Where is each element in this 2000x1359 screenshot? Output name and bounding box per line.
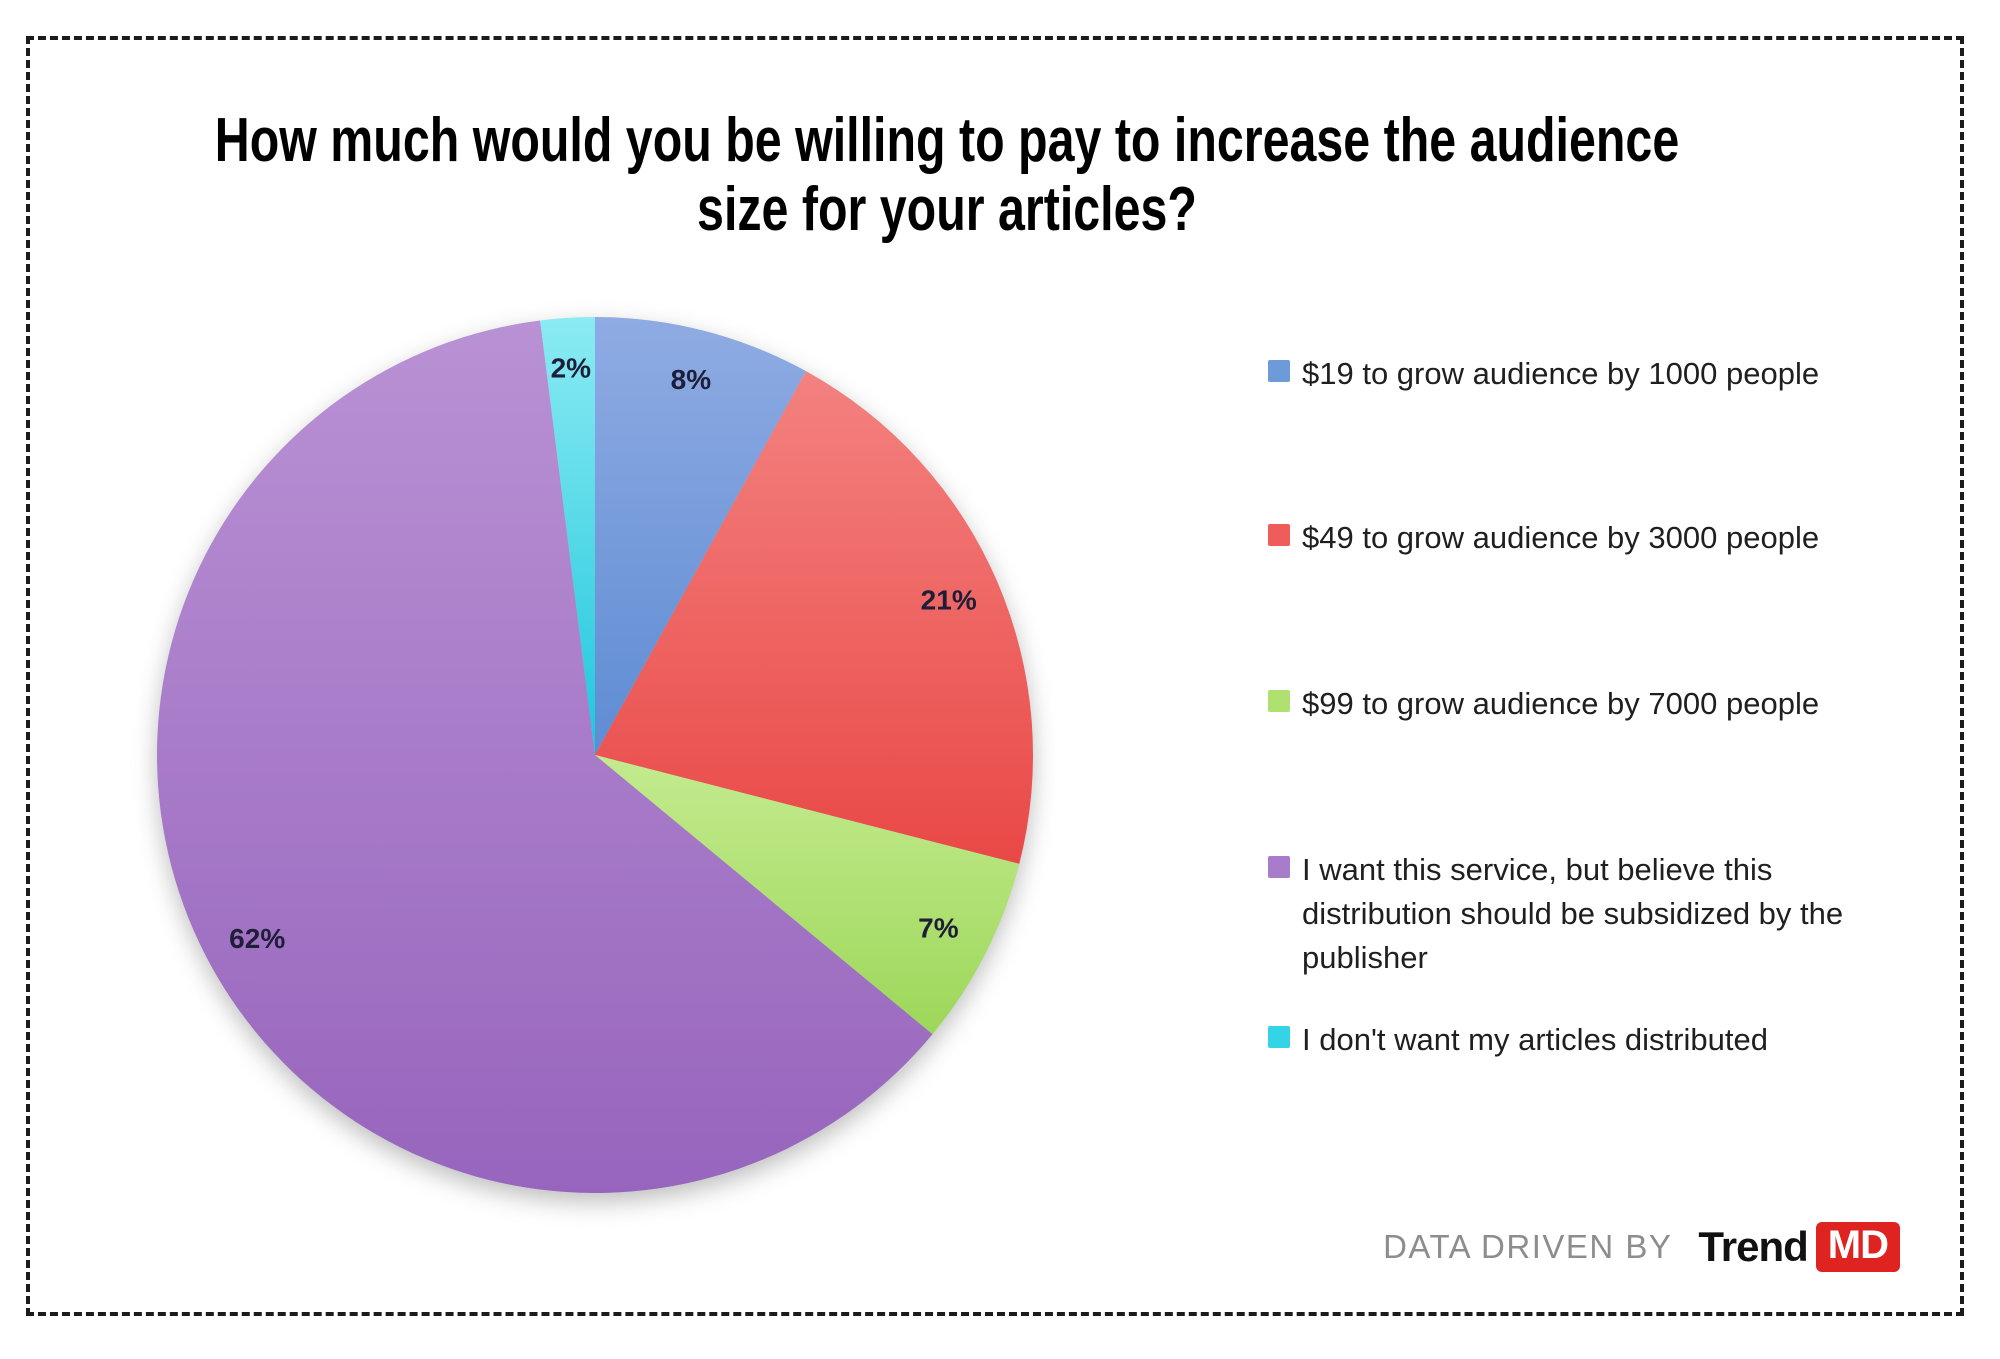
pie-slice (595, 371, 1034, 864)
legend-label: I don't want my articles distributed (1302, 1022, 1768, 1057)
legend-item: $99 to grow audience by 7000 people (1268, 682, 1819, 726)
legend-label: I want this service, but believe this di… (1302, 852, 1844, 976)
legend-item: $49 to grow audience by 3000 people (1268, 516, 1819, 560)
legend-item: I don't want my articles distributed (1268, 1018, 1768, 1062)
pie-slice-label: 62% (229, 923, 285, 954)
trendmd-badge: MD (1815, 1222, 1900, 1272)
legend-swatch (1268, 1026, 1290, 1048)
chart-title: How much would you be willing to pay to … (214, 105, 1680, 244)
legend-item: I want this service, but believe this di… (1268, 848, 1843, 980)
credit-text: DATA DRIVEN BY (1383, 1228, 1673, 1265)
legend-label: $49 to grow audience by 3000 people (1302, 520, 1820, 555)
trendmd-logo: Trend MD (1698, 1222, 1900, 1272)
legend-swatch (1268, 856, 1290, 878)
pie-slice-label: 8% (671, 364, 712, 395)
pie-slice-label: 21% (921, 584, 977, 615)
pie-chart: 8% 21% 7% 62% 2% (156, 317, 1034, 1193)
trendmd-brand-name: Trend (1698, 1223, 1808, 1270)
pie-slice-label: 7% (918, 912, 959, 943)
pie-slice-label: 2% (551, 353, 592, 384)
pie-slice (540, 317, 595, 755)
footer-credit: DATA DRIVEN BY Trend MD (1383, 1222, 1900, 1272)
legend-item: $19 to grow audience by 1000 people (1268, 352, 1819, 396)
pie-slice (156, 320, 933, 1193)
pie-slice (595, 755, 1020, 1035)
pie-slice (595, 317, 807, 755)
legend-swatch (1268, 360, 1290, 382)
legend-label: $19 to grow audience by 1000 people (1302, 356, 1820, 391)
legend-swatch (1268, 524, 1290, 546)
chart-legend: $19 to grow audience by 1000 people $49 … (1268, 0, 1958, 1359)
legend-label: $99 to grow audience by 7000 people (1302, 686, 1820, 721)
legend-swatch (1268, 690, 1290, 712)
